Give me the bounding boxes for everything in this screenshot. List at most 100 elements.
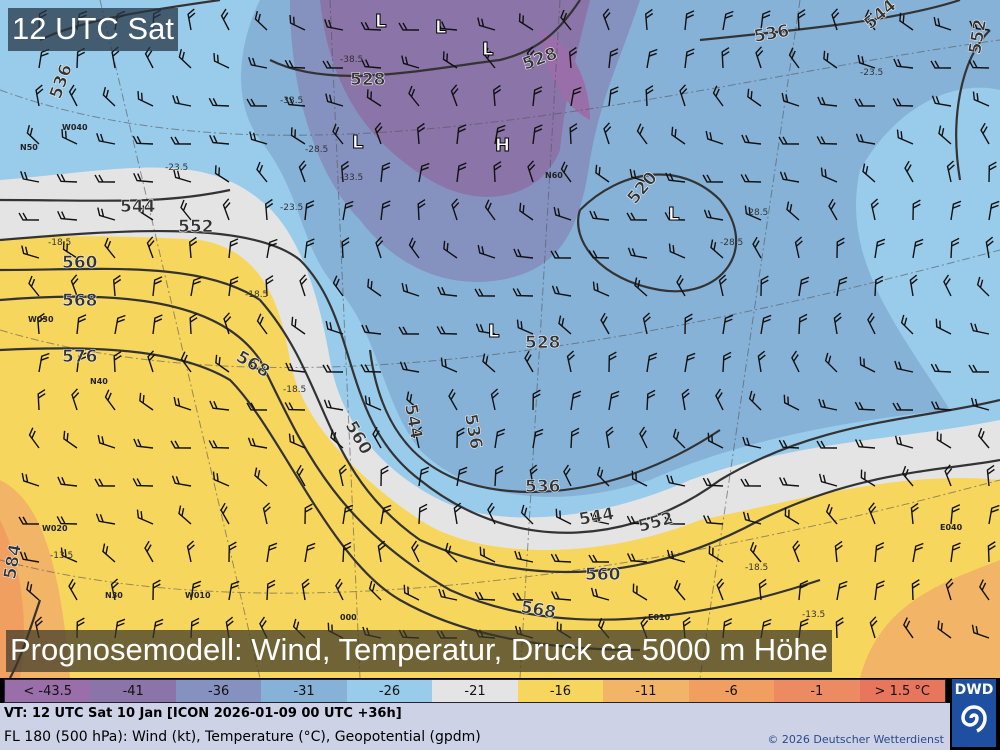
wind-barb xyxy=(474,591,496,601)
low-pressure-marker: L xyxy=(482,39,493,60)
wind-barb xyxy=(702,477,724,487)
wind-barb xyxy=(512,288,534,297)
wind-barb xyxy=(408,85,420,107)
wind-barb xyxy=(133,438,154,449)
wind-barb xyxy=(520,504,534,525)
wind-barb xyxy=(63,430,78,449)
wind-barb xyxy=(479,546,496,563)
wind-barb xyxy=(172,95,192,107)
wind-barb xyxy=(933,16,952,31)
wind-barb xyxy=(712,85,724,107)
wind-barb xyxy=(605,426,614,449)
wind-barb xyxy=(96,133,116,145)
temperature-label: -18.5 xyxy=(283,385,306,395)
wind-barb xyxy=(57,476,78,487)
wind-barb xyxy=(477,244,496,259)
wind-barb xyxy=(742,511,762,525)
wind-barb xyxy=(180,351,192,373)
wind-barb xyxy=(551,285,572,297)
wind-barb xyxy=(186,540,195,563)
wind-barb xyxy=(112,274,122,297)
wind-barb xyxy=(246,402,268,411)
wind-barb xyxy=(290,127,306,145)
wind-barb xyxy=(684,48,695,69)
wind-barb xyxy=(722,10,734,31)
wind-barb xyxy=(374,122,383,145)
wind-barb xyxy=(408,237,420,259)
wind-barb xyxy=(944,464,953,487)
wind-barb xyxy=(602,8,611,31)
wind-barb xyxy=(36,312,46,335)
wind-barb xyxy=(836,580,848,601)
wind-barb xyxy=(950,200,962,221)
graticule-label: N60 xyxy=(545,171,563,180)
wind-barb xyxy=(684,352,696,373)
wind-barb xyxy=(740,478,762,487)
wind-barb xyxy=(26,581,40,601)
wind-barb xyxy=(716,578,725,601)
wind-barb xyxy=(950,542,961,563)
wind-barb xyxy=(820,167,838,183)
high-pressure-marker: H xyxy=(495,135,510,156)
wind-barb xyxy=(228,580,240,601)
wind-barb xyxy=(296,464,306,487)
legend-item: < -43.5 xyxy=(5,680,91,702)
contour-label: 584 xyxy=(0,542,26,581)
temperature-region xyxy=(320,0,590,197)
wind-barb xyxy=(246,98,268,107)
wind-barb xyxy=(708,545,724,563)
wind-barb xyxy=(710,239,724,259)
wind-barb xyxy=(870,198,879,221)
graticule-line xyxy=(699,0,801,678)
wind-barb xyxy=(247,437,268,449)
wind-barb xyxy=(170,440,192,449)
wind-barb xyxy=(342,504,354,525)
legend-item: -26 xyxy=(346,680,433,702)
wind-barb xyxy=(94,478,116,487)
geopotential-contour xyxy=(955,29,991,181)
contour-label: 560 xyxy=(62,253,98,273)
wind-barb xyxy=(249,131,268,145)
wind-barb xyxy=(28,275,40,297)
wind-barb xyxy=(173,169,192,183)
wind-barb xyxy=(132,478,154,487)
wind-barb xyxy=(456,427,465,449)
wind-barb xyxy=(448,388,458,411)
wind-barb xyxy=(304,542,316,563)
wind-barb xyxy=(518,13,534,31)
geopotential-contour xyxy=(0,267,1000,574)
wind-barb xyxy=(569,123,578,145)
wind-barb xyxy=(474,288,496,297)
legend-item: -11 xyxy=(603,680,689,702)
wind-barb xyxy=(666,549,686,563)
graticule-label: E040 xyxy=(940,523,963,532)
contour-label: 536 xyxy=(525,477,561,497)
wind-barb xyxy=(646,389,656,411)
wind-barb xyxy=(70,274,79,297)
wind-barb xyxy=(375,236,384,259)
wind-barb xyxy=(867,312,876,335)
wind-barb xyxy=(555,508,572,525)
geopotential-contour xyxy=(269,0,581,77)
wind-barb xyxy=(749,541,762,563)
wind-barb xyxy=(438,588,458,601)
graticule-label: W040 xyxy=(62,123,88,132)
wind-barb xyxy=(190,276,202,297)
wind-barb xyxy=(828,198,838,221)
wind-barb xyxy=(550,553,572,563)
wind-barb xyxy=(935,318,952,335)
wind-barb xyxy=(747,88,762,107)
wind-barb xyxy=(786,201,800,221)
wind-barb xyxy=(778,136,800,145)
wind-barb xyxy=(532,86,543,107)
wind-barb xyxy=(570,390,582,411)
graticule-line xyxy=(0,479,1000,594)
wind-barb xyxy=(443,240,458,259)
wind-barb xyxy=(760,314,772,335)
temperature-label: -13.5 xyxy=(802,610,825,620)
contour-label: 568 xyxy=(62,291,98,311)
wind-barb xyxy=(102,86,116,107)
wind-barb xyxy=(220,8,230,31)
wind-barb xyxy=(938,125,952,145)
wind-barb xyxy=(784,507,800,525)
